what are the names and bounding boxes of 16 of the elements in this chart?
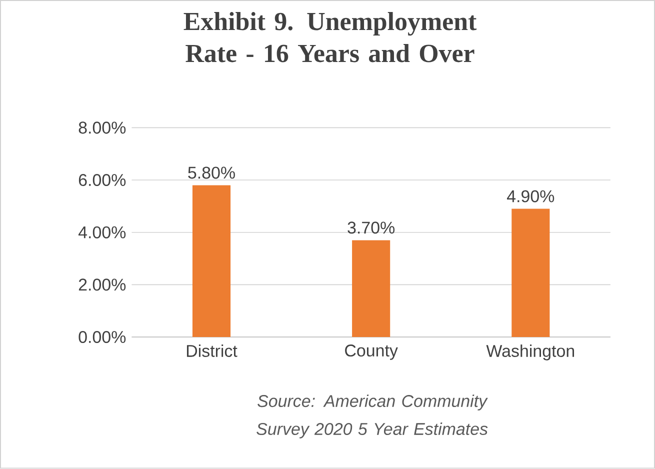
data-label: 4.90% — [506, 190, 554, 202]
data-label: 5.80% — [188, 166, 235, 179]
y-tick-label: 4.00% — [78, 226, 126, 238]
x-tick-label: District — [186, 344, 238, 358]
bar — [352, 240, 390, 338]
y-tick-label: 8.00% — [78, 122, 126, 134]
x-tick-label: Washington — [486, 344, 574, 360]
y-tick-label: 2.00% — [78, 278, 126, 291]
chart-title: Exhibit 9. Unemployment Rate - 16 Years and Over — [184, 12, 477, 62]
data-label: 3.70% — [348, 222, 395, 234]
y-tick-label: 0.00% — [78, 331, 126, 344]
y-tick-label: 6.00% — [78, 174, 126, 186]
bar — [192, 185, 231, 338]
source-note: Source: American Community Survey 2020 5 Year Estimates — [256, 394, 488, 438]
bar — [512, 208, 550, 338]
x-tick-label: County — [345, 344, 398, 360]
